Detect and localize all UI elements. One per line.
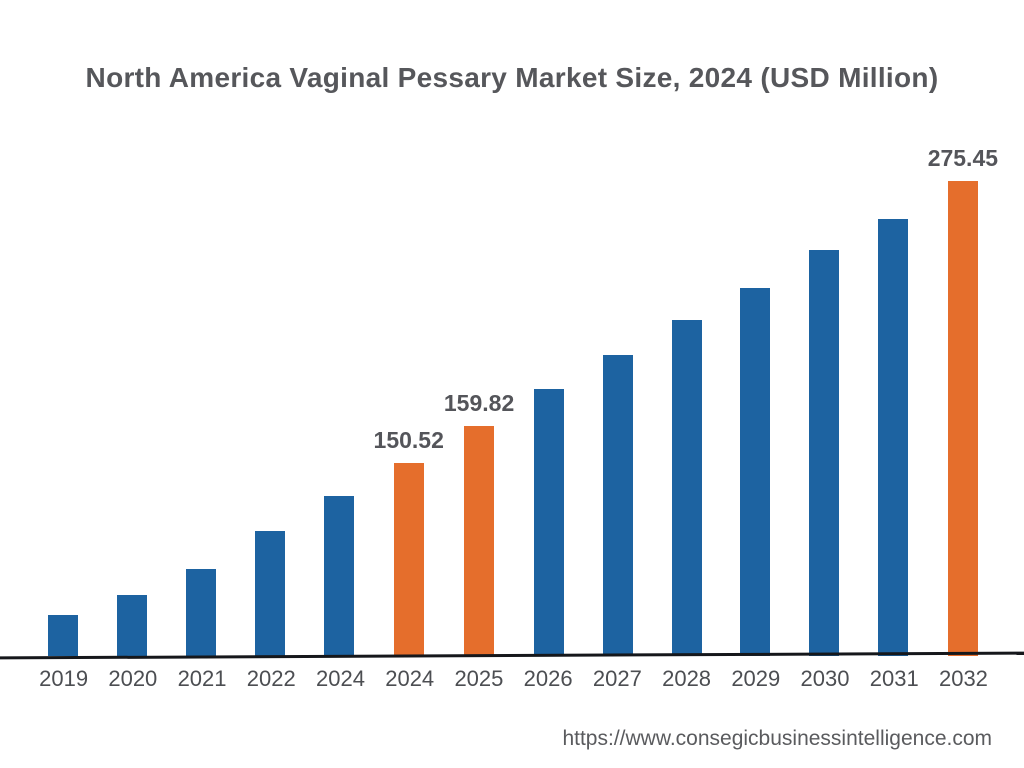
bar-column-13: 275.45 [928, 120, 998, 656]
bar-2027 [602, 355, 633, 656]
bar-2021 [186, 569, 217, 656]
bar-2026 [533, 389, 564, 656]
x-tick-label: 2029 [731, 666, 781, 691]
chart-title: North America Vaginal Pessary Market Siz… [85, 62, 939, 93]
x-tick-label: 2024 [385, 666, 435, 691]
bar-2019 [48, 615, 79, 656]
x-tick-label: 2032 [938, 666, 988, 691]
x-tick-label: 2030 [800, 666, 850, 691]
x-tick-label: 2019 [39, 666, 89, 691]
x-tick-label: 2024 [316, 666, 365, 691]
bar-column-4 [305, 120, 374, 656]
bar-value-label: 150.52 [373, 427, 444, 453]
x-tick-label: 2028 [662, 666, 712, 691]
x-axis-labels: 2019 2020 2021 2022 2024 2024 2025 2026 2027 2028… [29, 666, 998, 692]
bar-column-6: 159.82 [444, 120, 514, 656]
bar-2025 [464, 426, 495, 656]
bar-2031 [878, 219, 909, 656]
bar-2020 [117, 595, 148, 656]
bars-row: 150.52 159.82 275.45 [29, 120, 998, 656]
bar-2030 [809, 250, 840, 656]
bar-2028 [671, 320, 702, 656]
bar-column-12 [859, 120, 928, 656]
x-tick-label: 2022 [246, 666, 296, 691]
bar-2024 [324, 496, 355, 656]
bar-2024 [393, 463, 424, 656]
x-tick-label: 2027 [592, 666, 642, 691]
bar-2032 [947, 181, 978, 656]
bar-column-2 [167, 120, 236, 656]
bar-2022 [255, 531, 286, 656]
x-tick-label: 2021 [177, 666, 227, 691]
bar-2029 [740, 288, 771, 656]
x-tick-label: 2020 [108, 666, 158, 691]
bar-column-3 [236, 120, 305, 656]
bar-value-label: 275.45 [927, 145, 999, 171]
bar-column-7 [514, 120, 583, 656]
bar-column-0 [29, 120, 98, 656]
bar-column-11 [790, 120, 859, 656]
x-tick-label: 2026 [523, 666, 573, 691]
bar-column-10 [721, 120, 790, 656]
bar-column-8 [583, 120, 652, 656]
x-tick-label: 2025 [454, 666, 504, 691]
bar-column-9 [652, 120, 721, 656]
bar-column-5: 150.52 [374, 120, 444, 656]
bar-column-1 [98, 120, 167, 656]
source-url: https://www.consegicbusinessintelligence… [562, 727, 992, 750]
x-tick-label: 2031 [869, 666, 919, 691]
bar-value-label: 159.82 [443, 390, 515, 416]
